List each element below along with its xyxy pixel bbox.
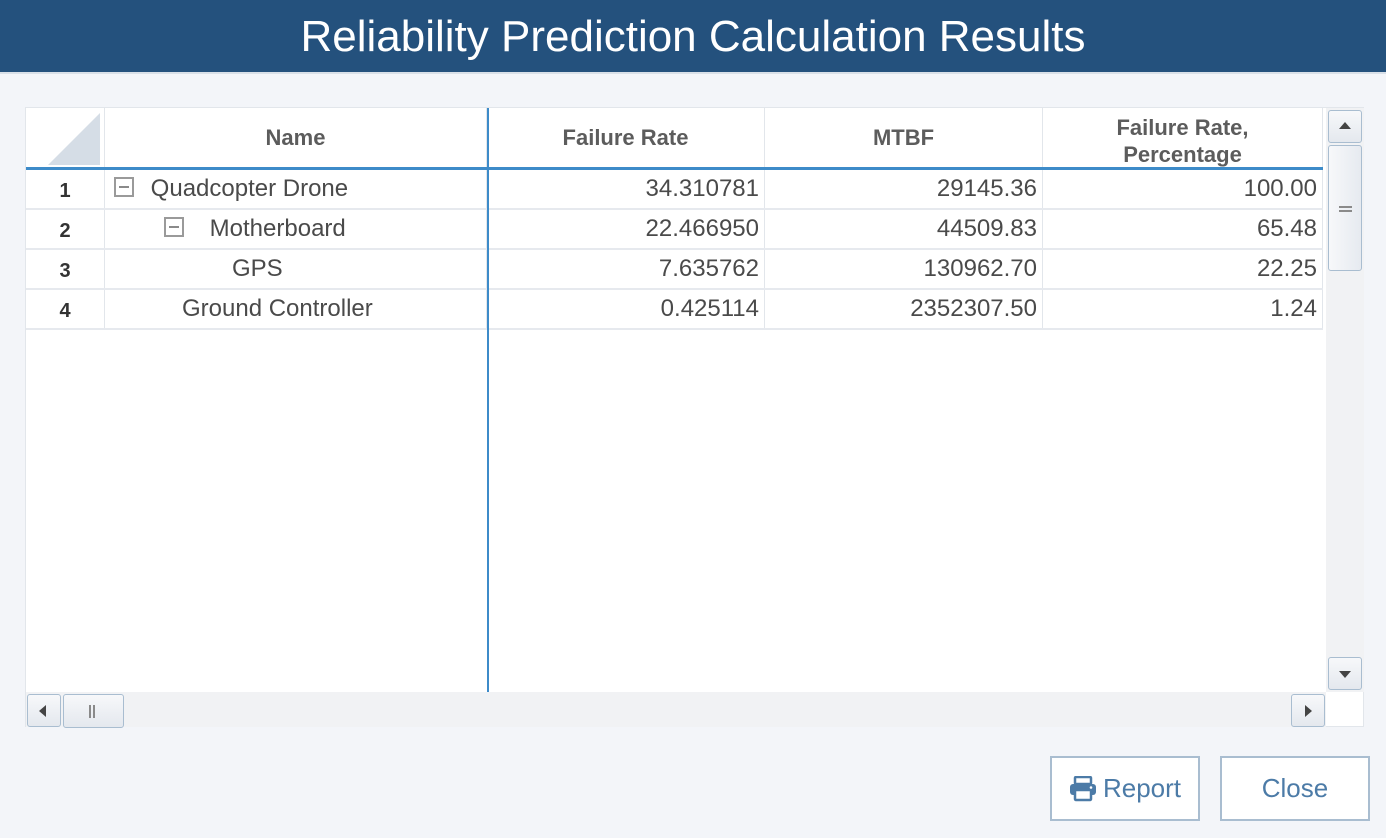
row-number: 2 <box>26 210 105 248</box>
select-all-corner[interactable] <box>26 108 105 167</box>
frozen-column-divider <box>487 108 489 692</box>
vertical-scrollbar[interactable] <box>1326 108 1364 692</box>
horizontal-scrollbar[interactable] <box>26 692 1326 728</box>
grip-line-icon <box>89 705 91 718</box>
collapse-toggle-icon[interactable] <box>164 216 184 237</box>
failure-rate-percentage-cell[interactable]: 65.48 <box>1043 210 1323 248</box>
table-row[interactable]: 3 GPS 7.635762 130962.70 22.25 <box>26 250 1323 290</box>
arrow-right-icon <box>1305 705 1312 717</box>
item-name: Quadcopter Drone <box>150 175 349 202</box>
failure-rate-cell[interactable]: 7.635762 <box>487 250 765 288</box>
column-header-mtbf[interactable]: MTBF <box>765 108 1043 167</box>
failure-rate-cell[interactable]: 22.466950 <box>487 210 765 248</box>
results-grid: Name Failure Rate MTBF Failure Rate, Per… <box>26 108 1323 692</box>
mtbf-cell[interactable]: 44509.83 <box>765 210 1043 248</box>
vertical-scroll-thumb[interactable] <box>1328 145 1362 271</box>
grid-header: Name Failure Rate MTBF Failure Rate, Per… <box>26 108 1323 170</box>
dialog-title: Reliability Prediction Calculation Resul… <box>0 0 1386 74</box>
row-number: 4 <box>26 290 105 328</box>
name-cell[interactable]: Ground Controller <box>105 290 487 328</box>
failure-rate-percentage-cell[interactable]: 22.25 <box>1043 250 1323 288</box>
close-button[interactable]: Close <box>1220 756 1370 821</box>
mtbf-cell[interactable]: 29145.36 <box>765 170 1043 208</box>
scroll-up-button[interactable] <box>1328 110 1362 143</box>
column-header-name[interactable]: Name <box>105 108 487 167</box>
collapse-toggle-icon[interactable] <box>114 176 134 197</box>
grip-line-icon <box>1339 206 1352 208</box>
scroll-right-button[interactable] <box>1291 694 1325 727</box>
failure-rate-percentage-cell[interactable]: 1.24 <box>1043 290 1323 328</box>
arrow-left-icon <box>39 705 46 717</box>
scroll-down-button[interactable] <box>1328 657 1362 690</box>
close-button-label: Close <box>1261 773 1329 803</box>
printer-icon <box>1069 775 1096 801</box>
column-header-failure-rate-percentage[interactable]: Failure Rate, Percentage <box>1043 108 1323 167</box>
arrow-down-icon <box>1339 671 1351 678</box>
failure-rate-cell[interactable]: 0.425114 <box>487 290 765 328</box>
mtbf-cell[interactable]: 130962.70 <box>765 250 1043 288</box>
report-button[interactable]: Report <box>1050 756 1200 821</box>
item-name: Motherboard <box>209 215 346 242</box>
table-row[interactable]: 2 Motherboard 22.466950 44509.83 65.48 <box>26 210 1323 250</box>
grip-line-icon <box>93 705 95 718</box>
item-name: GPS <box>232 255 283 282</box>
table-row[interactable]: 4 Ground Controller 0.425114 2352307.50 … <box>26 290 1323 330</box>
mtbf-cell[interactable]: 2352307.50 <box>765 290 1043 328</box>
row-number: 1 <box>26 170 105 208</box>
results-grid-frame: Name Failure Rate MTBF Failure Rate, Per… <box>25 107 1364 728</box>
column-header-failure-rate[interactable]: Failure Rate <box>487 108 765 167</box>
name-cell[interactable]: Motherboard <box>105 210 487 248</box>
row-number: 3 <box>26 250 105 288</box>
item-name: Ground Controller <box>182 295 373 322</box>
name-cell[interactable]: GPS <box>105 250 487 288</box>
name-cell[interactable]: Quadcopter Drone <box>105 170 487 208</box>
failure-rate-percentage-cell[interactable]: 100.00 <box>1043 170 1323 208</box>
table-row[interactable]: 1 Quadcopter Drone 34.310781 29145.36 10… <box>26 170 1323 210</box>
failure-rate-cell[interactable]: 34.310781 <box>487 170 765 208</box>
arrow-up-icon <box>1339 122 1351 129</box>
grip-line-icon <box>1339 210 1352 212</box>
horizontal-scroll-thumb[interactable] <box>63 694 124 728</box>
scroll-left-button[interactable] <box>27 694 61 727</box>
report-button-label: Report <box>1102 773 1182 803</box>
